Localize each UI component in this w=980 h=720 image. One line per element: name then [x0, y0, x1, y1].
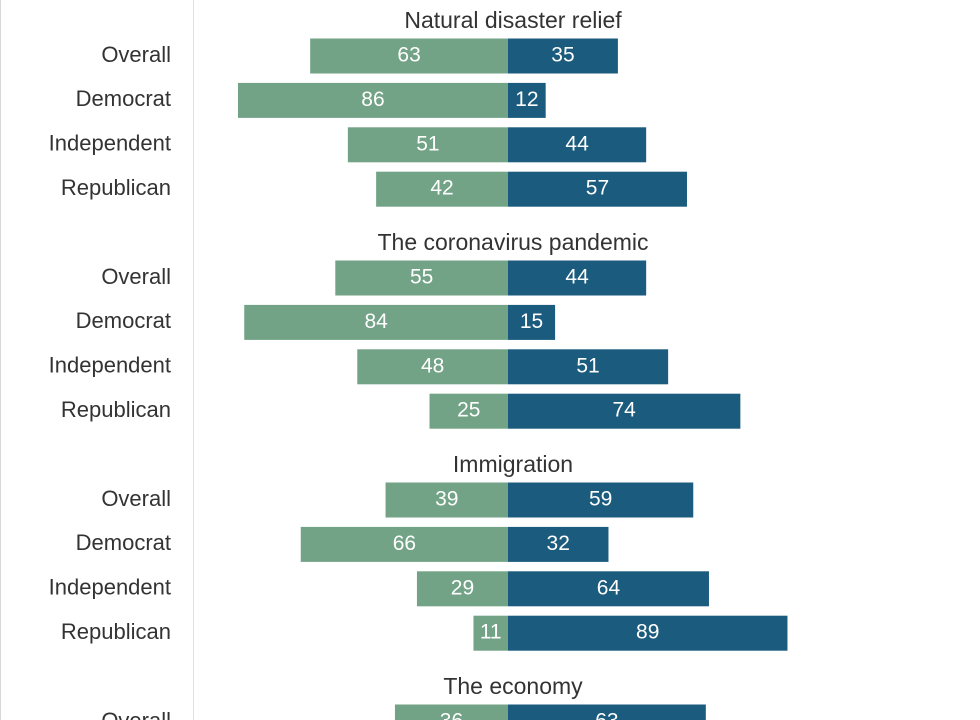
bar-right: [508, 615, 788, 651]
bar-right: [508, 349, 669, 385]
bar-right: [508, 571, 709, 607]
bar-right: [508, 82, 546, 118]
bar-left-value: 84: [364, 310, 388, 333]
bar-right: [508, 482, 694, 518]
bar-left-value: 42: [430, 177, 453, 200]
bar-left: [347, 127, 508, 163]
bar-right-value: 63: [595, 710, 618, 720]
bar-right-value: 15: [520, 310, 543, 333]
row-label: Democrat: [76, 308, 171, 333]
label-axis-divider: [193, 0, 194, 720]
row-label: Overall: [101, 264, 171, 289]
row-label: Democrat: [76, 530, 171, 555]
row-label: Republican: [61, 397, 171, 422]
row-label: Overall: [101, 486, 171, 511]
bar-left-value: 48: [421, 354, 444, 377]
bar-left-value: 51: [416, 132, 439, 155]
bar-left: [416, 571, 508, 607]
bar-left: [376, 171, 508, 207]
row-label: Democrat: [76, 86, 171, 111]
bar-left: [244, 304, 509, 340]
bar-right-value: 74: [613, 399, 637, 422]
bar-right-value: 59: [589, 488, 612, 511]
bar-right: [508, 304, 556, 340]
bar-right-value: 51: [576, 354, 599, 377]
bar-right: [508, 38, 618, 74]
row-label: Independent: [49, 131, 171, 156]
bar-left: [300, 526, 508, 562]
bar-right: [508, 526, 609, 562]
frame-left-border: [0, 0, 1, 720]
bar-left-value: 63: [397, 44, 420, 67]
bar-left-value: 11: [480, 621, 502, 644]
bar-left: [357, 349, 508, 385]
bar-left-value: 86: [361, 88, 384, 111]
row-label: Republican: [61, 619, 171, 644]
bar-right-value: 44: [565, 132, 589, 155]
bar-right: [508, 260, 647, 296]
group-title: Immigration: [453, 451, 573, 477]
bar-left: [310, 38, 508, 74]
bar-left: [394, 704, 508, 720]
bar-left: [473, 615, 508, 651]
bar-right: [508, 127, 647, 163]
row-label: Overall: [101, 708, 171, 720]
bar-right: [508, 704, 706, 720]
bar-left-value: 66: [393, 532, 416, 555]
bar-right-value: 12: [515, 88, 538, 111]
row-label: Republican: [61, 175, 171, 200]
bar-left-value: 39: [435, 488, 458, 511]
bar-right: [508, 171, 687, 207]
bar-right-value: 32: [547, 532, 570, 555]
group-title: The economy: [443, 673, 583, 699]
row-label: Independent: [49, 575, 171, 600]
bar-left-value: 29: [451, 576, 474, 599]
row-label: Overall: [101, 42, 171, 67]
bar-right-value: 44: [565, 266, 589, 289]
bar-left-value: 55: [410, 266, 433, 289]
bar-left: [237, 82, 508, 118]
bar-right-value: 89: [636, 621, 659, 644]
bar-left-value: 36: [440, 710, 463, 720]
bar-right: [508, 393, 741, 429]
row-label: Independent: [49, 353, 171, 378]
group-title: Natural disaster relief: [404, 7, 622, 33]
bar-left: [429, 393, 508, 429]
group-title: The coronavirus pandemic: [377, 229, 648, 255]
bar-right-value: 64: [597, 576, 621, 599]
bar-left-value: 25: [457, 399, 480, 422]
bar-right-value: 57: [586, 177, 609, 200]
bar-right-value: 35: [551, 44, 574, 67]
bar-left: [335, 260, 508, 296]
bar-left: [385, 482, 508, 518]
